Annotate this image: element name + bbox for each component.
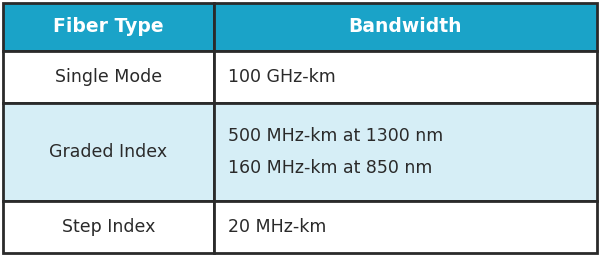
Bar: [214, 51, 597, 103]
Text: Single Mode: Single Mode: [55, 68, 162, 86]
Bar: [214, 201, 597, 253]
Text: Step Index: Step Index: [62, 218, 155, 236]
Text: 500 MHz-km at 1300 nm
160 MHz-km at 850 nm: 500 MHz-km at 1300 nm 160 MHz-km at 850 …: [228, 127, 443, 177]
Text: 100 GHz-km: 100 GHz-km: [228, 68, 335, 86]
Bar: [3, 103, 214, 201]
Text: Bandwidth: Bandwidth: [349, 18, 462, 36]
Bar: [214, 103, 597, 201]
Bar: [3, 51, 214, 103]
Bar: [3, 3, 214, 51]
Text: Graded Index: Graded Index: [49, 143, 167, 161]
Text: 20 MHz-km: 20 MHz-km: [228, 218, 326, 236]
Bar: [3, 201, 214, 253]
Bar: [214, 3, 597, 51]
Text: Fiber Type: Fiber Type: [53, 18, 164, 36]
